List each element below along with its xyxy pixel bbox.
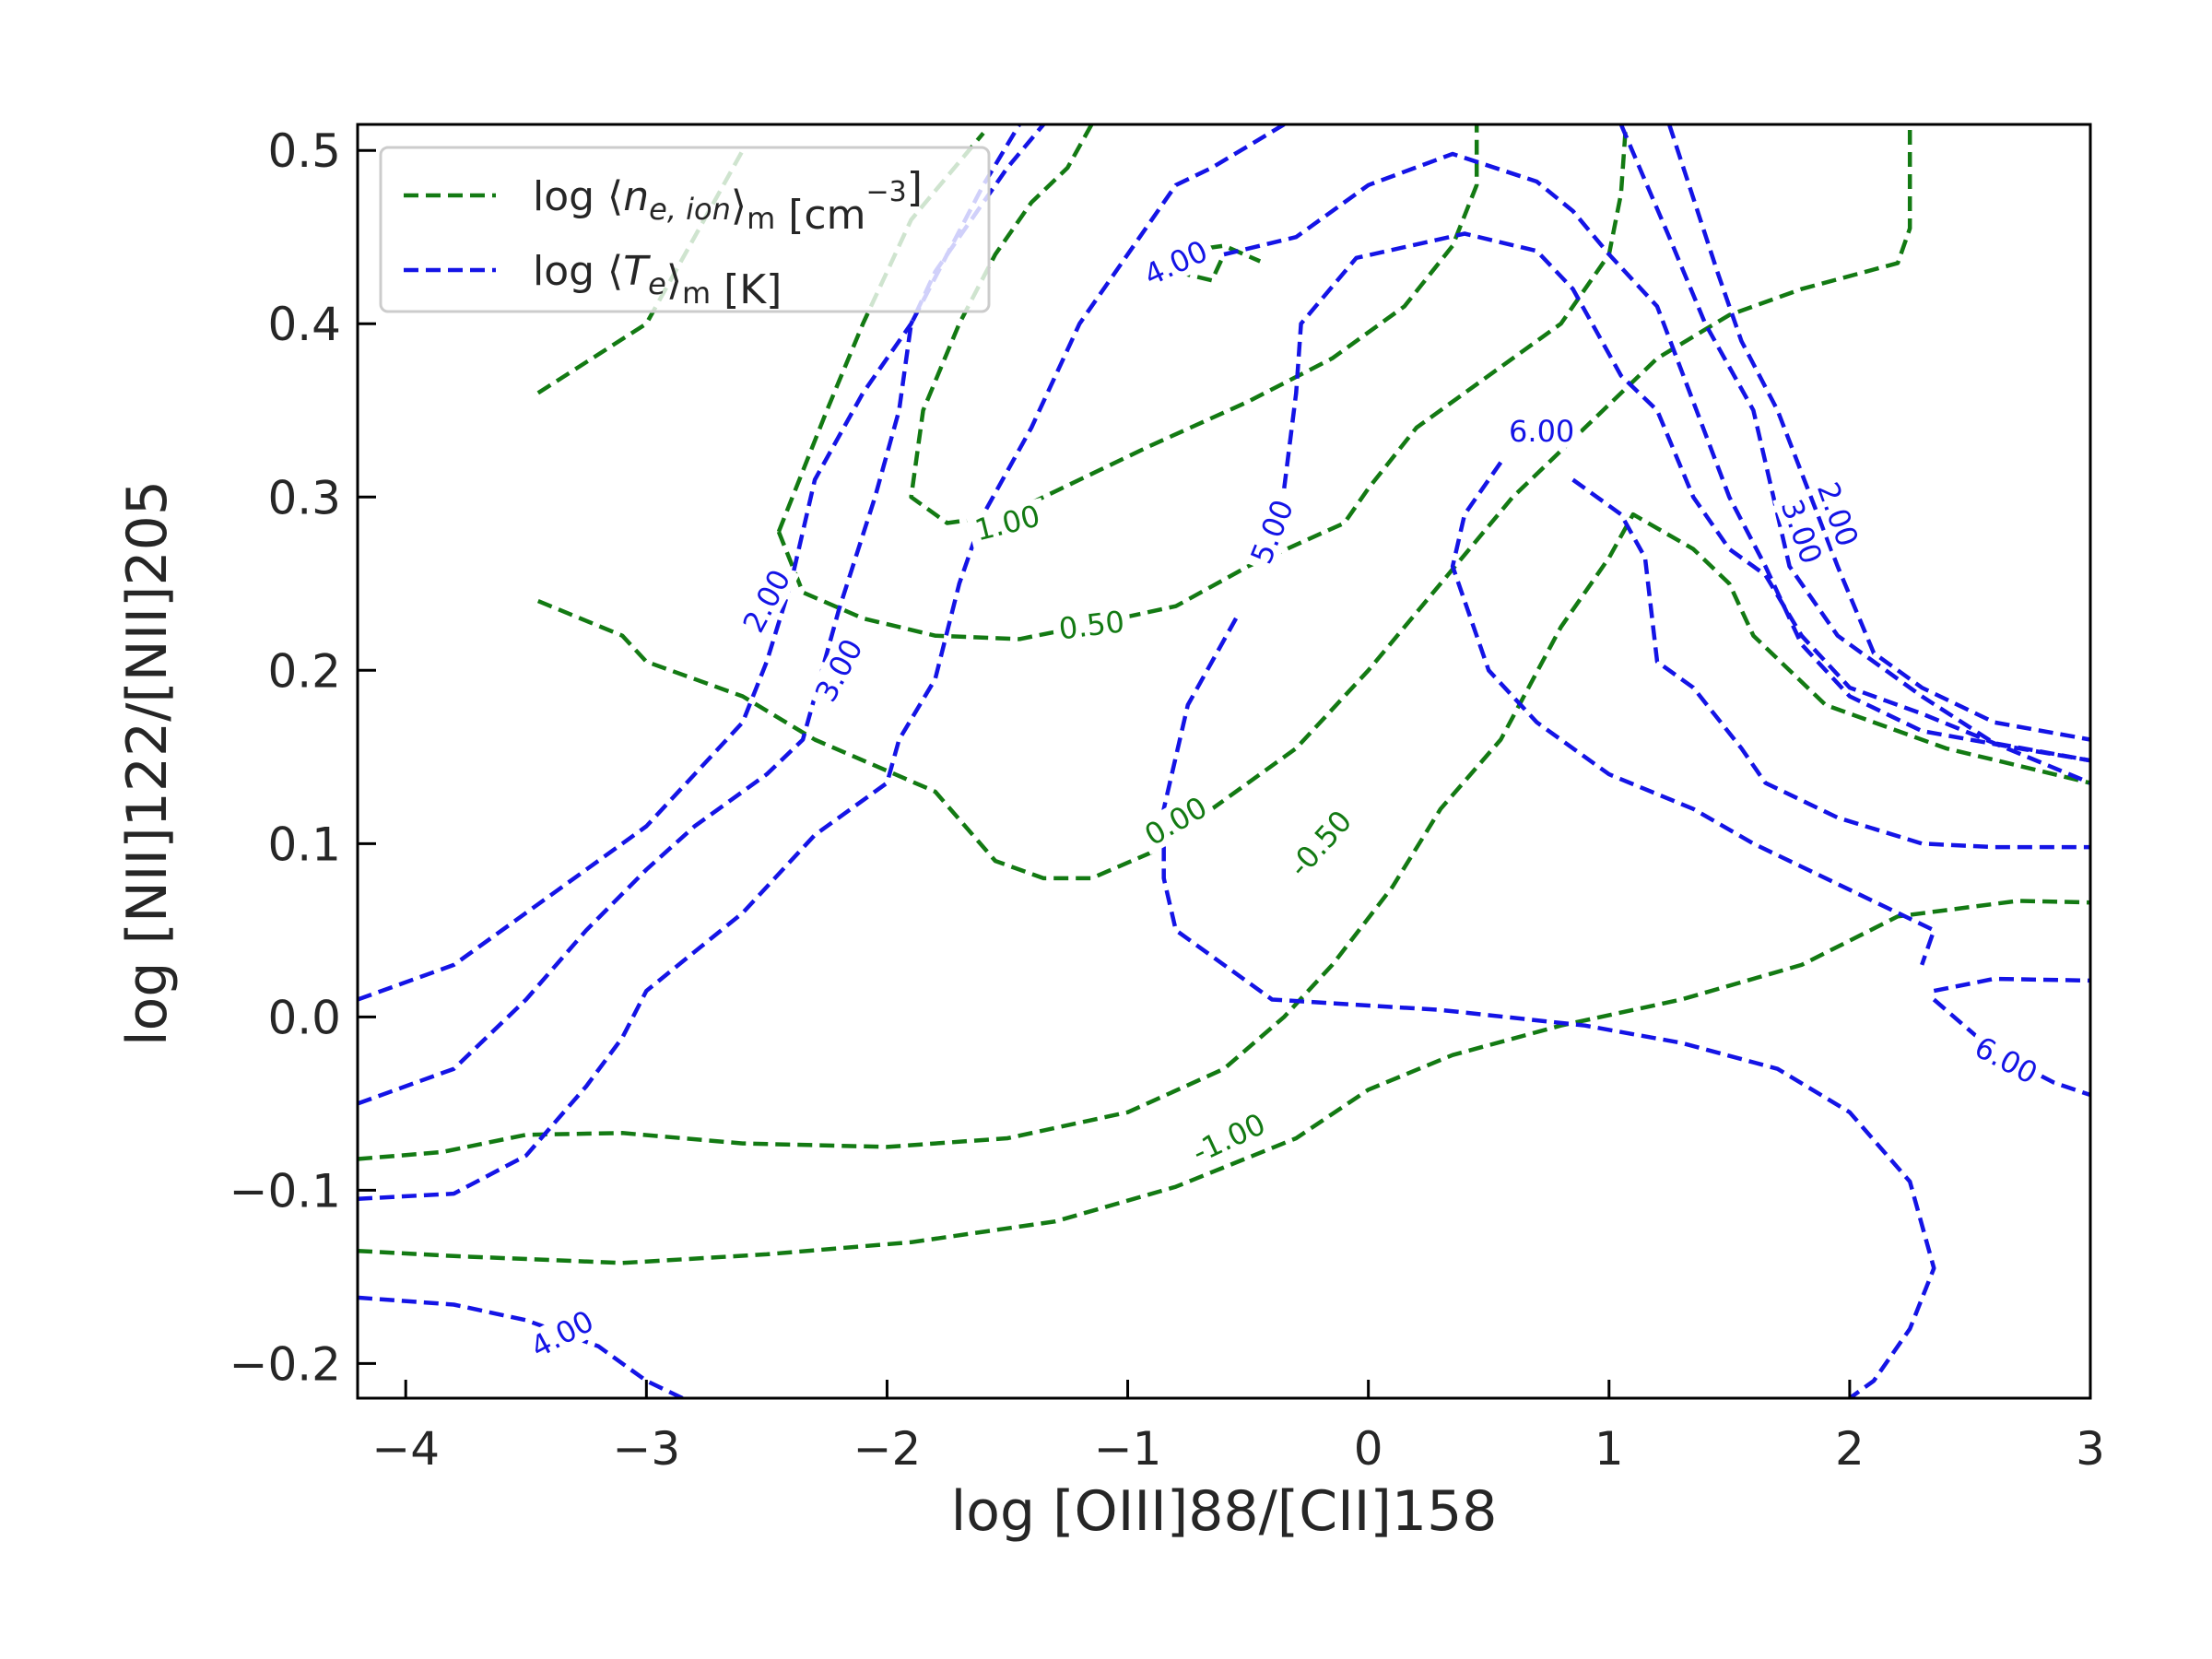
contour-label-background [1281, 804, 1359, 884]
x-tick-label: −3 [612, 1422, 680, 1476]
contour-level-label: 6.00 [1509, 414, 1574, 449]
y-tick-label: −0.1 [229, 1164, 341, 1218]
x-axis-label: log [OIII]88/[CII]158 [951, 1479, 1498, 1544]
temperature-contour-line [1666, 124, 2090, 742]
density-contour-line [536, 124, 1912, 881]
contour-label-background [806, 628, 872, 712]
x-tick-label: −2 [853, 1422, 922, 1476]
contour-level-label: 0.50 [1057, 604, 1126, 646]
contour-label-background [1808, 472, 1867, 557]
y-tick-label: −0.2 [229, 1337, 341, 1391]
contour-label-background [1134, 231, 1218, 295]
x-tick-label: 0 [1354, 1422, 1383, 1476]
temperature-contour-line [1618, 124, 2090, 763]
temperature-contour-line [1571, 477, 2090, 850]
contour-label-background [1964, 1027, 2049, 1093]
density-contour-line [776, 124, 1629, 641]
legend-box [379, 146, 991, 313]
y-tick-label: 0.3 [267, 471, 341, 524]
y-tick-label: 0.0 [267, 991, 341, 1044]
y-tick-label: 0.5 [267, 124, 341, 178]
y-axis-label: log [NII]122/[NII]205 [115, 480, 180, 1046]
temperature-contour-line [1223, 151, 2090, 763]
contour-label-background [520, 1300, 605, 1368]
temperature-contour-line [358, 124, 1045, 1002]
legend: log ⟨ne, ion⟩m [cm−3] log ⟨Te⟩m [K] [379, 146, 991, 313]
y-tick-label: 0.1 [267, 818, 341, 871]
x-tick-label: −1 [1094, 1422, 1162, 1476]
temperature-contour-line [1161, 617, 1936, 1398]
axes-frame [356, 123, 2092, 1400]
contour-label-background [1134, 787, 1218, 855]
axes: −4 −3 −2 −1 0 1 2 3 −0.2 −0.1 0.0 0.1 0.2 0.3 0.4 0.5 [229, 123, 2105, 1476]
density-contour-line [909, 124, 1479, 525]
temperature-contour-line [1450, 461, 1936, 966]
x-tick-label: 2 [1835, 1422, 1865, 1476]
contour-label-background [1186, 1106, 1271, 1171]
x-tick-label: 1 [1594, 1422, 1624, 1476]
density-contour-line [358, 512, 2090, 1161]
contour-label-background [1502, 414, 1581, 448]
legend-entry-label: log ⟨Te⟩m [K] [533, 248, 782, 313]
contour-label-background [1241, 489, 1302, 574]
legend-entry-label: log ⟨ne, ion⟩m [cm−3] [533, 164, 923, 239]
x-tick-label: −4 [371, 1422, 440, 1476]
contour-label-background [734, 559, 800, 643]
y-tick-label: 0.2 [267, 644, 341, 698]
contour-label-background [1772, 489, 1830, 574]
density-contour-line [358, 899, 2090, 1265]
temperature-contour-line [1282, 231, 2090, 785]
y-tick-label: 0.4 [267, 298, 341, 351]
temperature-contour-line [358, 124, 1286, 1202]
x-tick-label: 3 [2076, 1422, 2105, 1476]
contour-label-background [965, 497, 1050, 549]
contour-label-background [1051, 604, 1133, 647]
